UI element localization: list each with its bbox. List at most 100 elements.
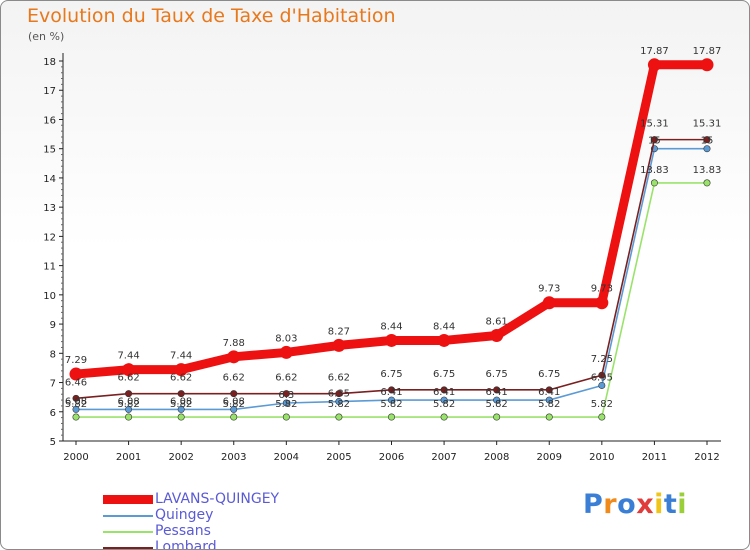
data-label: 13.83 [693, 165, 722, 176]
data-point [72, 405, 80, 413]
data-label: 6.75 [433, 369, 455, 380]
data-label: 15 [701, 136, 714, 147]
data-label: 7.44 [170, 351, 192, 362]
data-point [177, 390, 185, 398]
data-point [72, 413, 80, 421]
y-tick-label: 14 [43, 174, 56, 185]
data-point [440, 396, 448, 404]
data-point [598, 413, 606, 421]
y-tick-label: 13 [43, 203, 56, 214]
data-label: 6.62 [223, 373, 245, 384]
data-point [437, 333, 451, 347]
data-label: 6.41 [380, 387, 402, 398]
data-point [335, 390, 343, 398]
y-tick-label: 7 [50, 379, 56, 390]
data-point [230, 413, 238, 421]
data-point [647, 58, 661, 72]
data-point [125, 405, 133, 413]
logo-letter: i [654, 489, 664, 520]
data-point [490, 328, 504, 342]
y-tick-label: 17 [43, 86, 56, 97]
data-label: 7.88 [223, 338, 245, 349]
data-label: 6.41 [433, 387, 455, 398]
legend-item-pessans: Pessans [103, 523, 403, 542]
data-label: 6.08 [223, 396, 245, 407]
data-point [335, 398, 343, 406]
x-tick-label: 2004 [274, 452, 299, 463]
data-point [703, 136, 711, 144]
data-point [387, 386, 395, 394]
data-label: 6.41 [538, 387, 560, 398]
data-point [493, 396, 501, 404]
data-point [598, 381, 606, 389]
data-label: 5.82 [328, 399, 350, 410]
legend-label: LAVANS-QUINGEY [155, 491, 280, 507]
data-point [385, 333, 398, 347]
data-label: 6.62 [328, 373, 350, 384]
data-point [177, 413, 185, 421]
data-label: 7.29 [65, 355, 87, 366]
data-point [174, 363, 188, 377]
x-tick-label: 2006 [379, 452, 404, 463]
logo-letter: r [603, 489, 618, 520]
data-point [542, 296, 556, 310]
data-point [332, 338, 346, 352]
data-label: 6.62 [117, 373, 139, 384]
y-tick-label: 15 [43, 145, 56, 156]
data-point [545, 396, 553, 404]
data-point [598, 371, 606, 379]
y-tick-label: 12 [43, 232, 56, 243]
logo-letter: o [617, 489, 637, 520]
data-point [650, 179, 658, 187]
data-point [493, 413, 501, 421]
data-point [230, 405, 238, 413]
data-label: 5.82 [275, 399, 297, 410]
data-point [177, 405, 185, 413]
data-label: 6.41 [486, 387, 508, 398]
data-label: 17.87 [640, 46, 669, 57]
data-point [227, 350, 241, 364]
data-label: 6.75 [538, 369, 560, 380]
x-tick-label: 2002 [168, 452, 193, 463]
data-label: 13.83 [640, 165, 669, 176]
data-label: 5.82 [486, 399, 508, 410]
x-tick-label: 2007 [431, 452, 456, 463]
data-label: 8.44 [433, 321, 455, 332]
data-point [282, 413, 290, 421]
data-label: 8.03 [275, 333, 297, 344]
y-tick-label: 9 [50, 320, 56, 331]
data-point [125, 413, 133, 421]
legend-item-lavans-quingey: LAVANS-QUINGEY [103, 491, 403, 510]
x-tick-label: 2010 [589, 452, 614, 463]
data-label: 6.3 [278, 390, 294, 401]
data-label: 8.44 [380, 321, 402, 332]
data-point [72, 394, 80, 402]
data-point [700, 58, 714, 72]
data-point [703, 145, 711, 153]
data-label: 9.73 [538, 284, 560, 295]
data-label: 8.61 [486, 316, 508, 327]
data-label: 15.31 [693, 119, 722, 130]
data-point [230, 390, 238, 398]
logo-letter: t [663, 489, 678, 520]
chart-title: Evolution du Taux de Taxe d'Habitation [27, 5, 396, 27]
y-tick-label: 18 [43, 57, 56, 68]
data-label: 9.73 [591, 284, 613, 295]
data-point [387, 396, 395, 404]
logo-letter: x [636, 489, 655, 520]
data-label: 8.27 [328, 326, 350, 337]
data-label: 5.82 [433, 399, 455, 410]
data-label: 5.82 [380, 399, 402, 410]
data-point [282, 399, 290, 407]
x-tick-label: 2001 [116, 452, 141, 463]
legend-item-quingey: Quingey [103, 507, 403, 526]
x-tick-label: 2005 [326, 452, 351, 463]
data-point [545, 413, 553, 421]
data-label: 6.46 [65, 377, 87, 388]
data-point [650, 136, 658, 144]
legend-swatch [103, 515, 153, 517]
data-label: 5.82 [170, 399, 192, 410]
data-label: 7.44 [117, 351, 139, 362]
data-point [279, 345, 293, 359]
